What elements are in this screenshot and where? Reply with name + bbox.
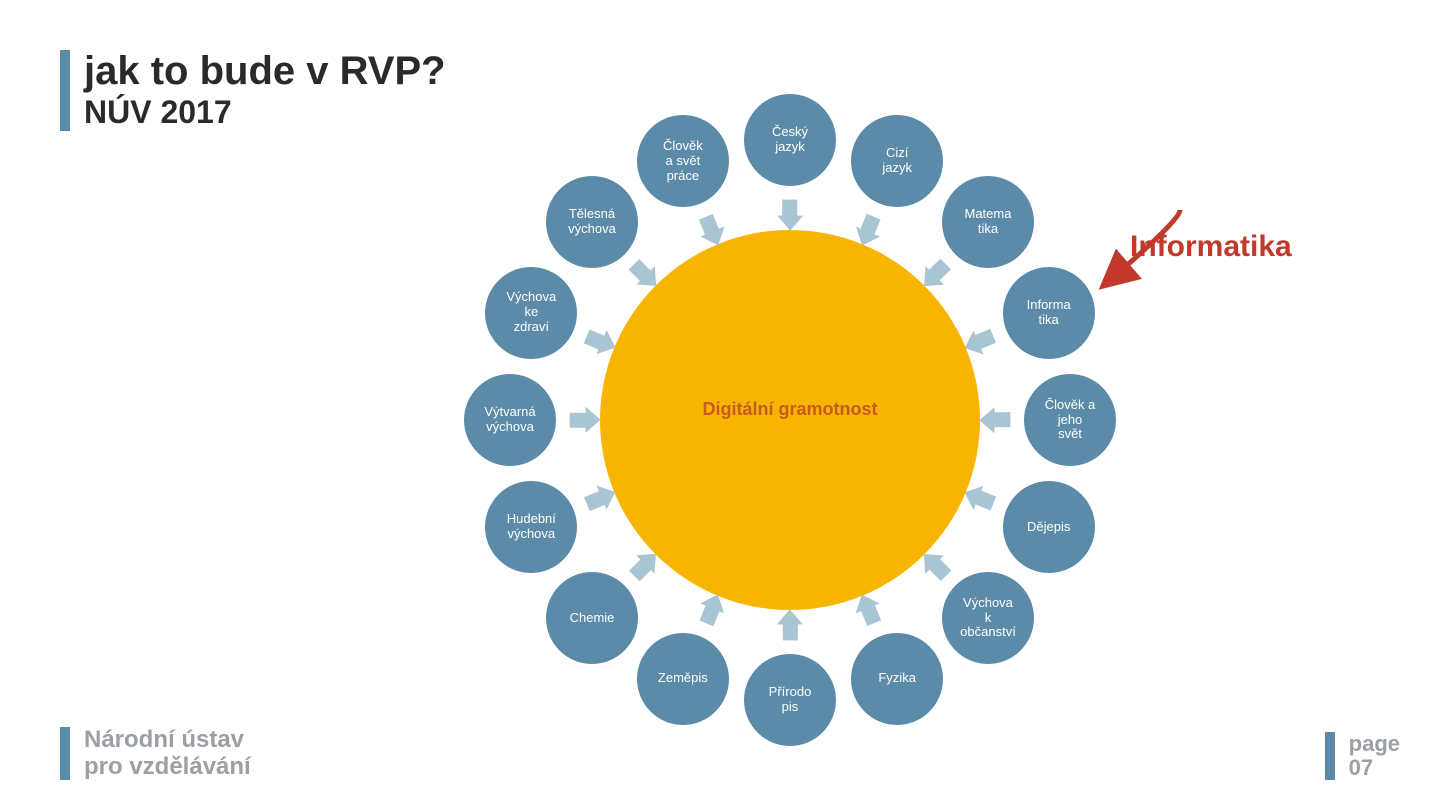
callout-arrow-icon	[0, 0, 1440, 810]
